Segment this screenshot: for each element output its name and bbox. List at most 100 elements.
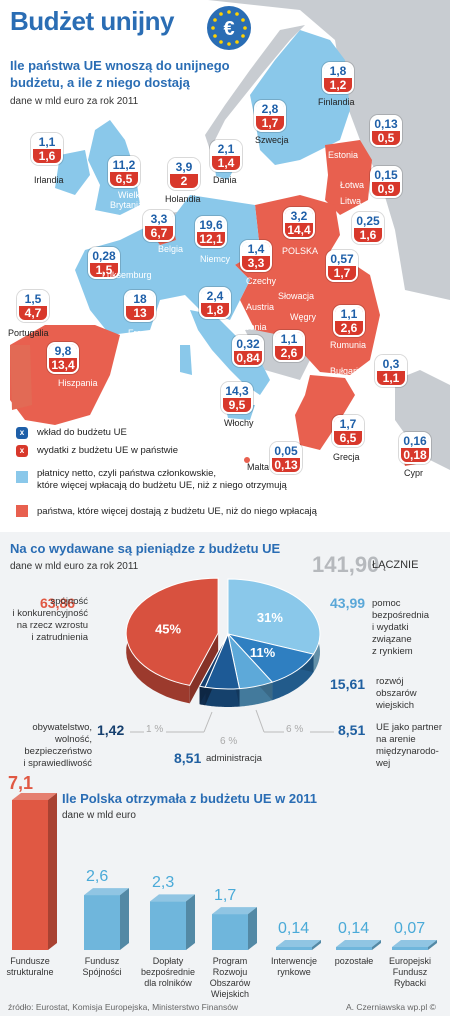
bar-subtitle: dane w mld euro [62,810,136,821]
bar-top-6 [392,940,437,947]
badge-wegry: 1,1 2,6 [273,330,305,362]
legend-net-payer-line1: płatnicy netto, czyli państwa członkowsk… [37,468,216,479]
bar-top-1 [84,888,129,896]
badge-finlandia: 1,8 1,2 [322,62,354,94]
bar-side-5 [372,940,381,950]
euro-symbol: € [223,18,234,40]
label-wegry: Węgry [290,312,317,322]
label-hiszpania: Hiszpania [58,378,98,388]
bar-value-0: 7,1 [8,773,34,793]
bar-category-4: Interwencje rynkowe [270,956,318,977]
legend-received-icon: x [16,445,28,457]
pie-leader-lines [130,709,334,733]
pie-wall-3 [205,687,240,707]
pie-edge-5-0 [189,633,219,704]
label-belgia: Belgia [158,244,184,254]
pie-slice-0 [227,578,321,655]
label-estonia: Estonia [328,150,359,160]
map-title-line2: budżetu, a ile z niego dostają [10,75,190,90]
badge-portugalia: 1,5 4,7 [17,290,49,322]
bar-category-3: Program Rozwoju Obszarów Wiejskich [209,956,251,999]
map-subtitle: dane w mld euro za rok 2011 [10,96,139,107]
bar-value-6: 0,07 [394,920,426,937]
pie-label-spojnosc: spójność i konkurencyjność na rzecz wzrost… [12,596,88,643]
pie-percent-admin: 6 % [220,736,238,747]
pie-label-partner: UE jako partner na arenie międzynarodo-wej [376,722,443,769]
poland-bar-section: Ile Polska otrzymała z budżetu UE w 2011… [0,773,450,1016]
author-text: A. Czerniawska wp.pl © [346,1002,436,1012]
bar-side-3 [248,907,257,950]
label-niemcy: Niemcy [200,254,231,264]
bar-front-0 [12,800,48,950]
legend-contribution-text: wkład do budżetu UE [37,427,127,438]
badge-rumunia: 1,1 2,6 [333,305,365,337]
pie-total: 141,90 [312,552,380,577]
badge-litwa: 0,25 1,6 [352,212,384,244]
label-holandia: Holandia [165,194,201,204]
label-lotwa: Łotwa [340,180,365,190]
badge-szwecja: 2,8 1,7 [254,100,286,132]
pie-percent-0: 31% [257,610,283,625]
label-czechy: Czechy [246,276,277,286]
pie-label-obyw: obywatelstwo, wolność, bezpieczeństwo i spr… [23,722,92,769]
pie-slice-5 [125,577,219,686]
page-title: Budżet unijny [10,6,174,36]
label-cypr: Cypr [404,468,424,478]
label-portugalia: Portugalia [8,328,49,338]
bar-top-2 [150,894,195,902]
label-finlandia: Finlandia [318,97,355,107]
pie-value-pomoc: 43,99 [330,595,366,611]
bar-top-3 [212,907,257,915]
bar-front-3 [212,914,248,950]
bar-side-6 [428,940,437,950]
label-wlochy: Włochy [224,418,254,428]
pie-label-pomoc: pomoc bezpośrednia i wydatki związane z rynk… [372,598,430,657]
bar-front-2 [150,901,186,950]
label-bulgaria: Bułgaria [330,366,364,376]
bar-category-6: Europejski Fundusz Rybacki [388,956,432,988]
badge-francja: 18 13 [124,290,156,322]
bar-front-6 [392,947,428,950]
badge-lotwa: 0,15 0,9 [370,166,402,198]
pie-percent-5: 45% [155,621,181,636]
label-malta: Malta [247,462,270,472]
spending-pie-section: Na co wydawane są pieniądze z budżetu UE… [0,532,450,782]
badge-austria: 2,4 1,8 [199,287,231,319]
bar-value-3: 1,7 [214,887,237,905]
legend-net-receiver-swatch [16,505,28,517]
pie-value-obyw: 1,42 [97,722,125,738]
bar-front-1 [84,895,120,950]
legend-net-payer-line2: które więcej wpłacają do budżetu UE, niż… [37,480,287,491]
map-section: Budżet unijny € Ile państwa UE wnoszą do… [8,0,450,517]
badge-belgia: 3,3 6,7 [143,210,175,242]
bar-side-4 [312,940,321,950]
badge-holandia: 3,9 2 [168,158,200,190]
label-grecja: Grecja [333,452,360,462]
legend-contribution-icon: x [16,427,28,439]
legend-received-text: wydatki z budżetu UE w państwie [37,445,178,456]
pie-value-admin: 8,51 [174,750,202,766]
label-francja: Francja [128,328,159,338]
label-austria: Austria [246,302,275,312]
bar-side-1 [120,888,129,950]
bar-top-0 [12,793,57,800]
legend-net-payer-swatch [16,471,28,483]
pie-value-partner: 8,51 [338,722,366,738]
bar-side-2 [186,894,195,950]
pie-value-spojnosc: 63,86 [40,595,76,611]
label-irlandia: Irlandia [34,175,64,185]
pie-subtitle: dane w mld euro za rok 2011 [10,561,139,572]
bar-top-4 [276,940,321,947]
bar-chart [12,793,437,950]
badge-hiszpania: 9,8 13,4 [47,342,79,374]
bar-category-1: Fundusz Spójności [82,956,122,977]
label-slowacja: Słowacja [278,291,315,301]
badge-malta: 0,05 0,13 [270,442,302,474]
label-slowenia: Słowenia [230,322,267,332]
label-litwa: Litwa [340,196,362,206]
badge-niemcy: 19,6 12,1 [195,216,227,248]
pie-label-admin: administracja [206,753,262,764]
bar-top-5 [336,940,381,947]
label-rumunia: Rumunia [330,340,367,350]
pie-chart: 31% 11% 45% [125,577,321,707]
